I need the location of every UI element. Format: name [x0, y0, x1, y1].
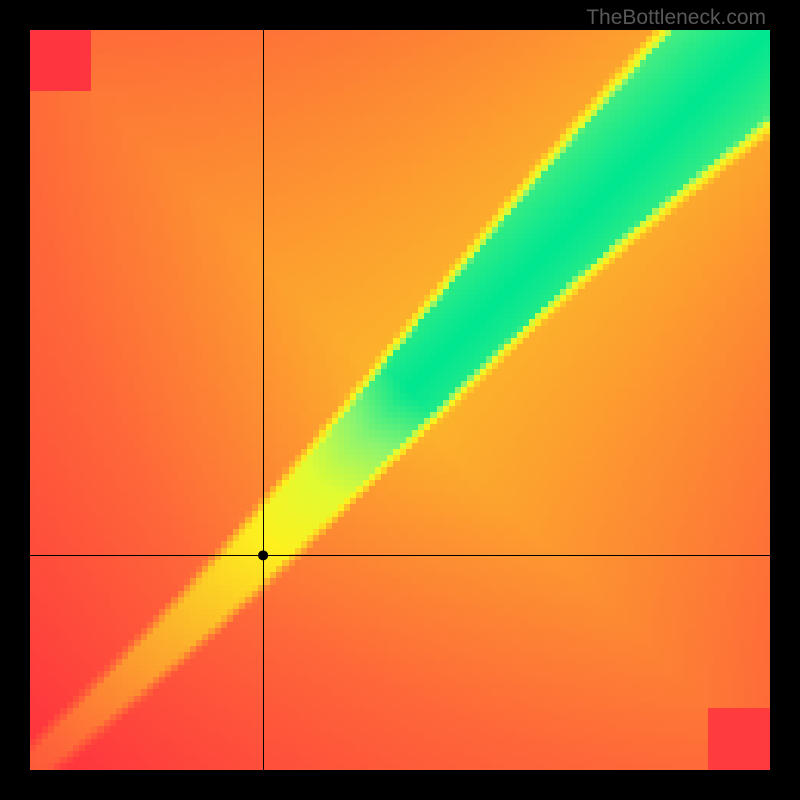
bottleneck-heatmap-canvas [30, 30, 770, 770]
plot-area [30, 30, 770, 770]
watermark-text: TheBottleneck.com [586, 6, 766, 30]
